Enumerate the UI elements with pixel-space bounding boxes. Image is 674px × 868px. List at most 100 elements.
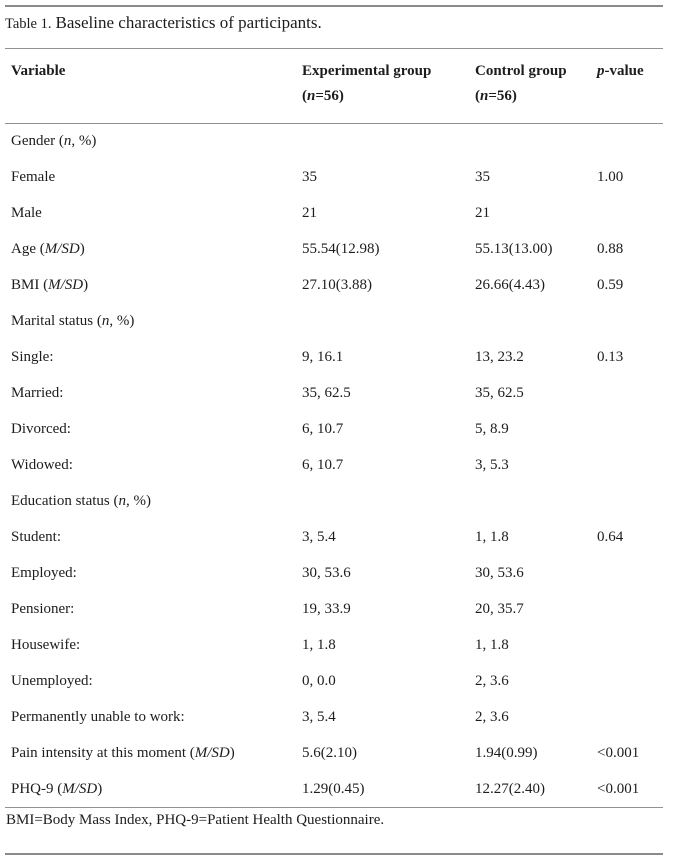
- p-value-cell: [597, 448, 663, 484]
- experimental-value-cell: [302, 484, 475, 520]
- table-row: PHQ-9 (M/SD) 1.29(0.45) 12.27(2.40) <0.001: [5, 771, 663, 808]
- variable-cell: PHQ-9 (M/SD): [5, 771, 302, 808]
- top-rule: [5, 5, 663, 7]
- control-value-cell: 13, 23.2: [475, 349, 524, 365]
- baseline-characteristics-table: Variable Experimental group (n=56) Contro…: [5, 48, 663, 808]
- p-value-cell: [597, 376, 663, 412]
- table-row: Employed: 30, 53.6 30, 53.6: [5, 556, 663, 592]
- table-caption: Baseline characteristics of participants…: [55, 13, 322, 32]
- p-value-cell: [597, 304, 663, 340]
- variable-cell: Marital status (n, %): [11, 313, 135, 329]
- table-title: Table 1. Baseline characteristics of par…: [5, 13, 322, 33]
- table-row: Age (M/SD) 55.54(12.98) 55.13(13.00) 0.88: [5, 232, 663, 268]
- variable-cell: Housewife:: [11, 637, 81, 653]
- variable-cell: Pensioner:: [11, 601, 75, 617]
- control-value-cell: 12.27(2.40): [475, 771, 597, 808]
- table-row: Female 35 35 1.00: [5, 160, 663, 196]
- header-line: Experimental group: [302, 63, 432, 79]
- variable-cell: Employed:: [11, 565, 77, 581]
- control-value-cell: 35, 62.5: [475, 385, 524, 401]
- column-header-control-group: Control group (n=56): [475, 48, 597, 124]
- p-value-cell: [597, 412, 663, 448]
- variable-cell: Student:: [11, 529, 62, 545]
- experimental-value-cell: 3, 5.4: [302, 709, 336, 725]
- table-row: Widowed: 6, 10.7 3, 5.3: [5, 448, 663, 484]
- header-line: p-value: [597, 63, 644, 79]
- variable-cell: Age (M/SD): [11, 241, 85, 257]
- table-header: Variable Experimental group (n=56) Contro…: [5, 48, 663, 124]
- experimental-value-cell: 30, 53.6: [302, 565, 351, 581]
- bottom-rule: [5, 853, 663, 855]
- p-value-cell: [597, 592, 663, 628]
- table-body: Gender (n, %) Female 35 35 1.00 Male 21 21 Age (…: [5, 124, 663, 808]
- p-value-cell: [597, 124, 663, 160]
- table-row: BMI (M/SD) 27.10(3.88) 26.66(4.43) 0.59: [5, 268, 663, 304]
- variable-cell: Married:: [11, 385, 64, 401]
- experimental-value-cell: 1.29(0.45): [302, 771, 475, 808]
- variable-cell: Single:: [11, 349, 54, 365]
- control-value-cell: 20, 35.7: [475, 601, 524, 617]
- table-row: Gender (n, %): [5, 124, 663, 160]
- control-value-cell: [475, 484, 597, 520]
- experimental-value-cell: 9, 16.1: [302, 349, 344, 365]
- column-header-variable: Variable: [5, 48, 302, 124]
- control-value-cell: 1, 1.8: [475, 637, 509, 653]
- p-value-cell: [597, 556, 663, 592]
- table-footnote: BMI=Body Mass Index, PHQ-9=Patient Healt…: [6, 812, 385, 828]
- control-value-cell: 30, 53.6: [475, 565, 524, 581]
- p-value-cell: [597, 664, 663, 700]
- control-value-cell: 3, 5.3: [475, 457, 509, 473]
- table-row: Marital status (n, %): [5, 304, 663, 340]
- p-value-cell: [597, 700, 663, 736]
- control-value-cell: 26.66(4.43): [475, 277, 545, 293]
- experimental-value-cell: 35, 62.5: [302, 385, 351, 401]
- p-value-cell: 0.59: [597, 277, 624, 293]
- variable-cell: Unemployed:: [11, 673, 93, 689]
- table-row: Permanently unable to work: 3, 5.4 2, 3.6: [5, 700, 663, 736]
- table-row: Single: 9, 16.1 13, 23.2 0.13: [5, 340, 663, 376]
- column-header-p-value: p-value: [597, 48, 663, 124]
- control-value-cell: 1.94(0.99): [475, 745, 538, 761]
- header-line: (n=56): [302, 88, 344, 104]
- experimental-value-cell: 3, 5.4: [302, 529, 336, 545]
- header-line: Variable: [11, 63, 66, 79]
- header-line: (n=56): [475, 88, 517, 104]
- control-value-cell: [475, 304, 597, 340]
- variable-cell: Divorced:: [11, 421, 71, 437]
- experimental-value-cell: 6, 10.7: [302, 457, 344, 473]
- experimental-value-cell: 35: [302, 169, 317, 185]
- p-value-cell: <0.001: [597, 771, 663, 808]
- table-row: Unemployed: 0, 0.0 2, 3.6: [5, 664, 663, 700]
- variable-cell: Pain intensity at this moment (M/SD): [11, 745, 235, 761]
- control-value-cell: [475, 124, 597, 160]
- variable-cell: Permanently unable to work:: [11, 709, 185, 725]
- table-number-label: Table 1.: [5, 16, 52, 32]
- table-row: Student: 3, 5.4 1, 1.8 0.64: [5, 520, 663, 556]
- variable-cell: Female: [11, 169, 56, 185]
- p-value-cell: <0.001: [597, 745, 640, 761]
- control-value-cell: 5, 8.9: [475, 421, 509, 437]
- experimental-value-cell: 5.6(2.10): [302, 745, 357, 761]
- experimental-value-cell: [302, 124, 475, 160]
- p-value-cell: 1.00: [597, 169, 624, 185]
- experimental-value-cell: 27.10(3.88): [302, 277, 372, 293]
- table-row: Male 21 21: [5, 196, 663, 232]
- control-value-cell: 1, 1.8: [475, 529, 509, 545]
- control-value-cell: 35: [475, 169, 490, 185]
- p-value-cell: 0.88: [597, 241, 624, 257]
- control-value-cell: 2, 3.6: [475, 709, 509, 725]
- experimental-value-cell: 6, 10.7: [302, 421, 344, 437]
- header-row: Variable Experimental group (n=56) Contro…: [5, 48, 663, 124]
- p-value-cell: [597, 196, 663, 232]
- table-row: Divorced: 6, 10.7 5, 8.9: [5, 412, 663, 448]
- control-value-cell: 21: [475, 205, 490, 221]
- p-value-cell: [597, 484, 663, 520]
- p-value-cell: [597, 628, 663, 664]
- column-header-experimental-group: Experimental group (n=56): [302, 48, 475, 124]
- p-value-cell: 0.64: [597, 529, 624, 545]
- experimental-value-cell: 19, 33.9: [302, 601, 351, 617]
- variable-cell: Education status (n, %): [11, 493, 151, 509]
- table-row: Pensioner: 19, 33.9 20, 35.7: [5, 592, 663, 628]
- table-row: Married: 35, 62.5 35, 62.5: [5, 376, 663, 412]
